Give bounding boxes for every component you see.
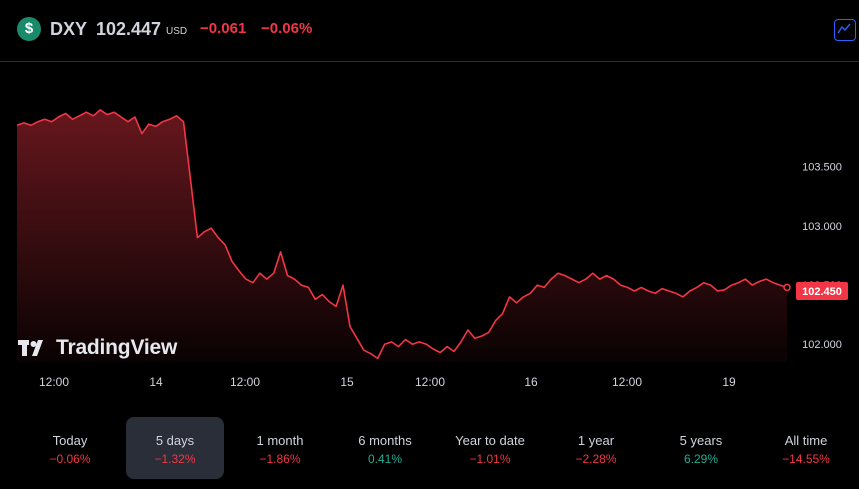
symbol-header: $ DXY 102.447 USD −0.061 −0.06%: [0, 0, 859, 60]
x-axis-tick-label: 16: [524, 375, 538, 389]
price-area-fill: [17, 109, 787, 363]
symbol-price: 102.447: [96, 19, 162, 39]
period-change: −1.86%: [259, 452, 301, 466]
x-axis-tick-label: 19: [722, 375, 736, 389]
period-change: 0.41%: [367, 452, 403, 466]
tradingview-logo[interactable]: TradingView: [18, 336, 177, 360]
period-today[interactable]: Today −0.06%: [21, 417, 119, 479]
period-label: Year to date: [455, 433, 525, 448]
period-change: −2.28%: [575, 452, 617, 466]
period-label: All time: [784, 433, 828, 448]
period-change: −1.01%: [469, 452, 511, 466]
price-line: [16, 109, 788, 360]
period-selector: Today −0.06% 5 days −1.32% 1 month −1.86…: [0, 415, 859, 481]
period-6-months[interactable]: 6 months 0.41%: [336, 417, 434, 479]
dollar-logo-icon: $: [17, 17, 41, 41]
tradingview-wordmark: TradingView: [56, 336, 178, 359]
price-change: −0.061: [200, 20, 247, 37]
header-divider: [0, 61, 859, 62]
price-currency: USD: [166, 26, 188, 37]
x-axis-tick-label: 12:00: [39, 375, 69, 389]
period-change: −0.06%: [49, 452, 91, 466]
full-chart-button[interactable]: [834, 19, 856, 41]
period-label: 6 months: [358, 433, 412, 448]
x-axis-tick-label: 12:00: [612, 375, 642, 389]
period-1-year[interactable]: 1 year −2.28%: [547, 417, 645, 479]
tradingview-logo-icon: [18, 340, 43, 356]
period-label: 5 years: [679, 433, 723, 448]
period-change: −14.55%: [782, 452, 830, 466]
x-axis-tick-label: 15: [340, 375, 354, 389]
period-label: 1 month: [256, 433, 304, 448]
period-change: −1.32%: [154, 452, 196, 466]
y-axis-tick-label: 102.000: [802, 339, 842, 351]
period-1-month[interactable]: 1 month −1.86%: [231, 417, 329, 479]
x-axis-tick-label: 14: [149, 375, 163, 389]
x-axis-tick-label: 12:00: [415, 375, 445, 389]
last-price-tag: [796, 281, 848, 300]
y-axis-tick-label: 103.500: [802, 162, 842, 174]
last-price-dot: [783, 283, 791, 292]
period-year-to-date[interactable]: Year to date −1.01%: [441, 417, 539, 479]
last-price-label: 102.450: [802, 286, 842, 298]
period-all-time[interactable]: All time −14.55%: [757, 417, 855, 479]
x-axis-tick-label: 12:00: [230, 375, 260, 389]
period-change: 6.29%: [683, 452, 719, 466]
period-label: 1 year: [577, 433, 615, 448]
chart-line-icon: [837, 23, 851, 34]
period-label: Today: [52, 433, 88, 448]
symbol-name[interactable]: DXY: [50, 19, 88, 39]
y-axis-tick-label: 103.000: [802, 221, 842, 233]
price-change-percent: −0.06%: [261, 20, 313, 37]
period-label: 5 days: [155, 433, 195, 448]
period-5-days[interactable]: 5 days −1.32%: [126, 417, 224, 479]
period-5-years[interactable]: 5 years 6.29%: [652, 417, 750, 479]
